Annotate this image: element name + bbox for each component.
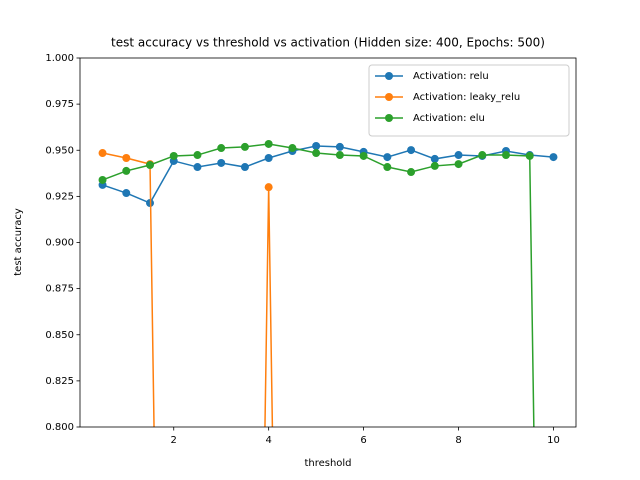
x-tick-label: 4 (265, 435, 271, 446)
y-tick-label: 1.000 (45, 53, 74, 64)
x-tick-label: 8 (455, 435, 461, 446)
y-tick-label: 0.925 (45, 191, 74, 202)
point (264, 153, 273, 162)
point (335, 151, 344, 160)
point (217, 144, 226, 153)
series-line (102, 143, 535, 427)
chart-title: test accuracy vs threshold vs activation… (111, 36, 545, 50)
point (430, 154, 439, 163)
point (454, 151, 463, 160)
point (288, 144, 297, 153)
plot-area (98, 139, 558, 427)
point (383, 153, 392, 162)
x-tick-label: 2 (171, 435, 177, 446)
point (122, 166, 131, 175)
y-tick-label: 0.975 (45, 99, 74, 110)
point (122, 189, 131, 198)
point (264, 183, 273, 192)
point (407, 146, 416, 155)
point (240, 142, 249, 151)
point (98, 175, 107, 184)
legend-marker (385, 93, 393, 101)
point (169, 151, 178, 160)
series-line (102, 152, 274, 427)
legend-label: Activation: elu (413, 113, 485, 124)
point (478, 151, 487, 160)
y-tick-label: 0.900 (45, 238, 74, 249)
point (407, 168, 416, 177)
y-tick-label: 0.875 (45, 284, 74, 295)
point (454, 160, 463, 169)
y-tick-label: 0.950 (45, 145, 74, 156)
x-tick-label: 10 (547, 435, 560, 446)
point (335, 142, 344, 151)
point (430, 161, 439, 170)
point (217, 158, 226, 167)
legend-marker (385, 114, 393, 122)
point (264, 139, 273, 148)
x-axis-label: threshold (304, 458, 351, 469)
legend-marker (385, 72, 393, 80)
point (98, 149, 107, 158)
point (383, 163, 392, 172)
point (312, 142, 321, 151)
point (501, 151, 510, 160)
x-tick-label: 6 (360, 435, 366, 446)
point (122, 153, 131, 162)
point (549, 153, 558, 162)
legend-label: Activation: relu (413, 71, 489, 82)
point (193, 151, 202, 160)
point (240, 163, 249, 172)
legend-box (368, 64, 570, 137)
point (193, 163, 202, 172)
legend-label: Activation: leaky_relu (413, 92, 520, 103)
y-tick-label: 0.850 (45, 330, 74, 341)
point (525, 151, 534, 160)
y-axis-label: test accuracy (13, 208, 24, 276)
point (146, 161, 155, 170)
y-tick-label: 0.825 (45, 376, 74, 387)
y-tick-label: 0.800 (45, 422, 74, 433)
point (312, 149, 321, 158)
point (359, 151, 368, 160)
